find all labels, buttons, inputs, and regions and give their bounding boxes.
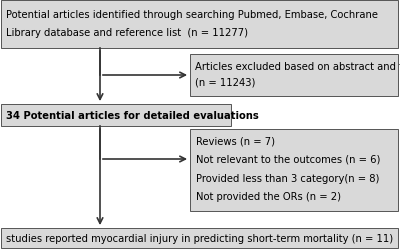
Text: Reviews (n = 7): Reviews (n = 7) xyxy=(196,136,275,146)
Bar xyxy=(1,104,231,126)
Text: Articles excluded based on abstract and titles: Articles excluded based on abstract and … xyxy=(195,62,400,72)
Text: Library database and reference list  (n = 11277): Library database and reference list (n =… xyxy=(6,28,248,38)
Text: studies reported myocardial injury in predicting short-term mortality (n = 11): studies reported myocardial injury in pr… xyxy=(6,233,393,243)
Bar xyxy=(190,130,398,211)
Text: 34 Potential articles for detailed evaluations: 34 Potential articles for detailed evalu… xyxy=(6,110,259,120)
Bar xyxy=(1,1,398,49)
Text: Not relevant to the outcomes (n = 6): Not relevant to the outcomes (n = 6) xyxy=(196,154,380,164)
Text: (n = 11243): (n = 11243) xyxy=(195,78,255,88)
Text: Potential articles identified through searching Pubmed, Embase, Cochrane: Potential articles identified through se… xyxy=(6,10,378,20)
Text: Not provided the ORs (n = 2): Not provided the ORs (n = 2) xyxy=(196,191,341,201)
Bar xyxy=(1,228,398,248)
Bar xyxy=(190,55,398,96)
Text: Provided less than 3 category(n = 8): Provided less than 3 category(n = 8) xyxy=(196,173,379,183)
